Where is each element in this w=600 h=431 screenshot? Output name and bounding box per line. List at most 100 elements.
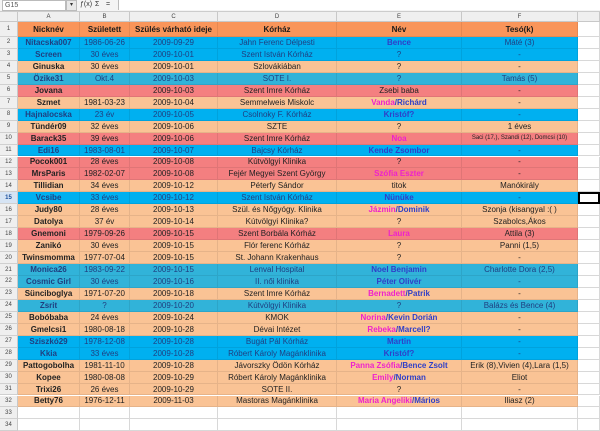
name-box[interactable]: G15 <box>2 0 66 11</box>
row-header-26[interactable]: 26 <box>0 323 18 336</box>
cell-d9[interactable]: SZTE <box>218 120 337 133</box>
row-header-24[interactable]: 24 <box>0 299 18 312</box>
cell-e18[interactable]: Laura <box>337 228 462 241</box>
name-box-dropdown-icon[interactable]: ▾ <box>66 0 77 11</box>
cell-a2[interactable]: Nitacska007 <box>18 37 80 49</box>
cell-b14[interactable]: 34 éves <box>80 180 130 193</box>
cell-d18[interactable]: Szent Borbála Kórház <box>218 228 337 241</box>
cell-c5[interactable]: 2009-10-03 <box>130 72 218 85</box>
cell-a31[interactable]: Trixi26 <box>18 383 80 396</box>
cell-b28[interactable]: 33 éves <box>80 347 130 360</box>
cell-empty[interactable] <box>80 407 130 420</box>
cell-f23[interactable]: - <box>462 287 578 300</box>
cell-a20[interactable]: Twinsmomma <box>18 252 80 265</box>
cell-a23[interactable]: Sünciboglya <box>18 287 80 300</box>
cell-e10[interactable]: Noa <box>337 132 462 145</box>
cell-d6[interactable]: Szent Imre Kórház <box>218 84 337 97</box>
row-header-5[interactable]: 5 <box>0 72 18 85</box>
row-header-32[interactable]: 32 <box>0 395 18 408</box>
cell-c3[interactable]: 2009-10-01 <box>130 48 218 61</box>
cell-f2[interactable]: Máté (3) <box>462 37 578 49</box>
cell-a7[interactable]: Szmet <box>18 96 80 109</box>
cell-d2[interactable]: Jahn Ferenc Délpesti <box>218 37 337 49</box>
row-header-6[interactable]: 6 <box>0 84 18 97</box>
cell-g8[interactable] <box>578 108 600 121</box>
cell-b22[interactable]: 30 éves <box>80 276 130 288</box>
row-header-18[interactable]: 18 <box>0 228 18 241</box>
cell-c27[interactable]: 2009-10-28 <box>130 335 218 348</box>
cell-e6[interactable]: Zsebi baba <box>337 84 462 97</box>
column-header-f[interactable]: F <box>462 12 578 22</box>
cell-a30[interactable]: Kopee <box>18 371 80 384</box>
sum-icon[interactable]: Σ <box>95 1 100 8</box>
cell-c14[interactable]: 2009-10-12 <box>130 180 218 193</box>
cell-g28[interactable] <box>578 347 600 360</box>
cell-e31[interactable]: ? <box>337 383 462 396</box>
cell-c2[interactable]: 2009-09-29 <box>130 37 218 49</box>
cell-c15[interactable]: 2009-10-12 <box>130 192 218 205</box>
cell-empty[interactable] <box>18 419 80 431</box>
row-header-33[interactable]: 33 <box>0 407 18 420</box>
cell-f13[interactable]: - <box>462 168 578 181</box>
cell-c16[interactable]: 2009-10-13 <box>130 204 218 217</box>
cell-g2[interactable] <box>578 37 600 49</box>
cell-a16[interactable]: Judy80 <box>18 204 80 217</box>
row-header-8[interactable]: 8 <box>0 108 18 121</box>
row-header-27[interactable]: 27 <box>0 335 18 348</box>
cell-e22[interactable]: Péter Olivér <box>337 276 462 288</box>
column-header-a[interactable]: A <box>18 12 80 22</box>
cell-f31[interactable]: - <box>462 383 578 396</box>
cell-f24[interactable]: Balázs és Bence (4) <box>462 299 578 312</box>
cell-g19[interactable] <box>578 240 600 253</box>
cell-g3[interactable] <box>578 48 600 61</box>
cell-f7[interactable]: - <box>462 96 578 109</box>
row-header-1[interactable]: 1 <box>0 22 18 37</box>
cell-e2[interactable]: Bence <box>337 37 462 49</box>
cell-empty[interactable] <box>337 407 462 420</box>
header-cell-c[interactable]: Szülés várható ideje <box>130 22 218 37</box>
row-header-3[interactable]: 3 <box>0 48 18 61</box>
cell-d29[interactable]: Jávorszky Ödön Kórház <box>218 359 337 372</box>
cell-a14[interactable]: Tillidian <box>18 180 80 193</box>
cell-g17[interactable] <box>578 216 600 229</box>
cell-g13[interactable] <box>578 168 600 181</box>
cell-f28[interactable]: - <box>462 347 578 360</box>
cell-b23[interactable]: 1971-07-20 <box>80 287 130 300</box>
cell-a21[interactable]: Monica26 <box>18 264 80 276</box>
cell-a24[interactable]: Zsrit <box>18 299 80 312</box>
row-header-15[interactable]: 15 <box>0 192 18 205</box>
equals-icon[interactable]: = <box>106 1 111 8</box>
cell-c28[interactable]: 2009-10-28 <box>130 347 218 360</box>
cell-a25[interactable]: Bobóbaba <box>18 311 80 324</box>
cell-a12[interactable]: Pocok001 <box>18 156 80 169</box>
cell-d31[interactable]: SOTE II. <box>218 383 337 396</box>
cell-e19[interactable]: ? <box>337 240 462 253</box>
cell-g16[interactable] <box>578 204 600 217</box>
cell-g15[interactable] <box>578 192 600 205</box>
cell-f10[interactable]: Saci (17,), Szandi (12), Domcsi (10) <box>462 132 578 145</box>
cell-d12[interactable]: Kútvölgyi Klinika <box>218 156 337 169</box>
cell-empty[interactable] <box>130 419 218 431</box>
cell-e20[interactable]: ? <box>337 252 462 265</box>
cell-empty[interactable] <box>578 419 600 431</box>
cell-d22[interactable]: II. női klinika <box>218 276 337 288</box>
row-header-7[interactable]: 7 <box>0 96 18 109</box>
cell-e26[interactable]: Rebeka/Marcell? <box>337 323 462 336</box>
cell-g32[interactable] <box>578 395 600 408</box>
cell-b18[interactable]: 1979-09-26 <box>80 228 130 241</box>
cell-d16[interactable]: Szül. és Nőgyógy. Klinika <box>218 204 337 217</box>
cell-e29[interactable]: Panna Zsófia/Bence Zsolt <box>337 359 462 372</box>
cell-empty[interactable] <box>462 419 578 431</box>
row-header-16[interactable]: 16 <box>0 204 18 217</box>
cell-b11[interactable]: 1983-08-01 <box>80 144 130 157</box>
cell-b30[interactable]: 1980-08-08 <box>80 371 130 384</box>
cell-c8[interactable]: 2009-10-05 <box>130 108 218 121</box>
cell-c6[interactable]: 2009-10-03 <box>130 84 218 97</box>
cell-b29[interactable]: 1981-11-10 <box>80 359 130 372</box>
header-cell-b[interactable]: Született <box>80 22 130 37</box>
cell-d14[interactable]: Péterfy Sándor <box>218 180 337 193</box>
cell-b16[interactable]: 28 éves <box>80 204 130 217</box>
cell-empty[interactable] <box>18 407 80 420</box>
cell-f25[interactable]: - <box>462 311 578 324</box>
cell-a5[interactable]: Özike31 <box>18 72 80 85</box>
